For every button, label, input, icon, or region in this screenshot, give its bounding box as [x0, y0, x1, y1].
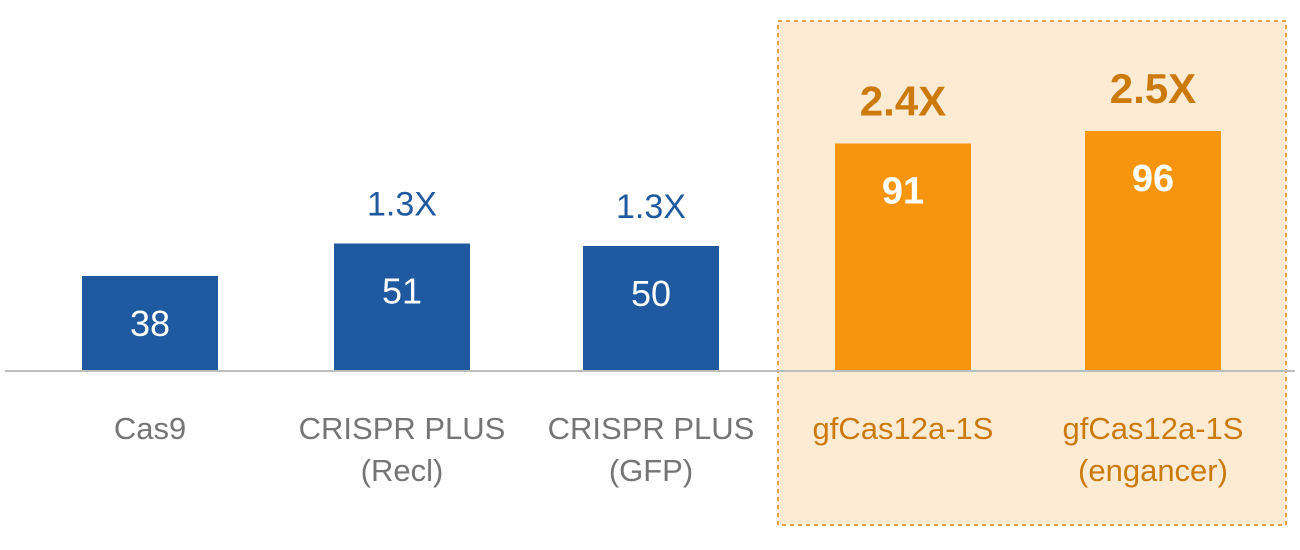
- category-label-line: Cas9: [114, 411, 186, 446]
- fold-labels-group: 1.3X 1.3X 2.4X 2.5X: [367, 65, 1196, 226]
- category-label-line: gfCas12a-1S: [813, 411, 994, 446]
- category-label-2: CRISPR PLUS (Recl): [299, 411, 506, 488]
- fold-change-label-3: 1.3X: [616, 188, 686, 226]
- category-label-line: CRISPR PLUS: [299, 411, 506, 446]
- fold-change-label-5: 2.5X: [1110, 65, 1196, 112]
- category-label-3: CRISPR PLUS (GFP): [548, 411, 755, 488]
- bar-2: [334, 243, 470, 371]
- bar-4: [835, 143, 971, 371]
- category-label-line: (GFP): [609, 453, 693, 488]
- value-labels-group: 38 51 50 91 96: [130, 158, 1174, 344]
- bar-3: [583, 246, 719, 371]
- bar-5: [1085, 131, 1221, 371]
- category-label-line: CRISPR PLUS: [548, 411, 755, 446]
- category-label-4: gfCas12a-1S: [813, 411, 994, 446]
- bar-value-label-2: 51: [382, 271, 422, 312]
- bar-value-label-1: 38: [130, 303, 170, 344]
- bar-1: [82, 276, 218, 371]
- category-label-line: (Recl): [361, 453, 444, 488]
- bar-value-label-3: 50: [631, 273, 671, 314]
- category-label-1: Cas9: [114, 411, 186, 446]
- category-label-line: gfCas12a-1S: [1063, 411, 1244, 446]
- fold-change-label-2: 1.3X: [367, 186, 437, 224]
- category-label-5: gfCas12a-1S (engancer): [1063, 411, 1244, 488]
- bar-value-label-5: 96: [1132, 158, 1174, 200]
- fold-change-label-4: 2.4X: [860, 78, 946, 125]
- category-label-line: (engancer): [1078, 453, 1228, 488]
- bars-group: [82, 131, 1221, 371]
- bar-value-label-4: 91: [882, 171, 924, 213]
- category-labels-group: Cas9 CRISPR PLUS (Recl) CRISPR PLUS (GFP) gfC…: [114, 411, 1244, 488]
